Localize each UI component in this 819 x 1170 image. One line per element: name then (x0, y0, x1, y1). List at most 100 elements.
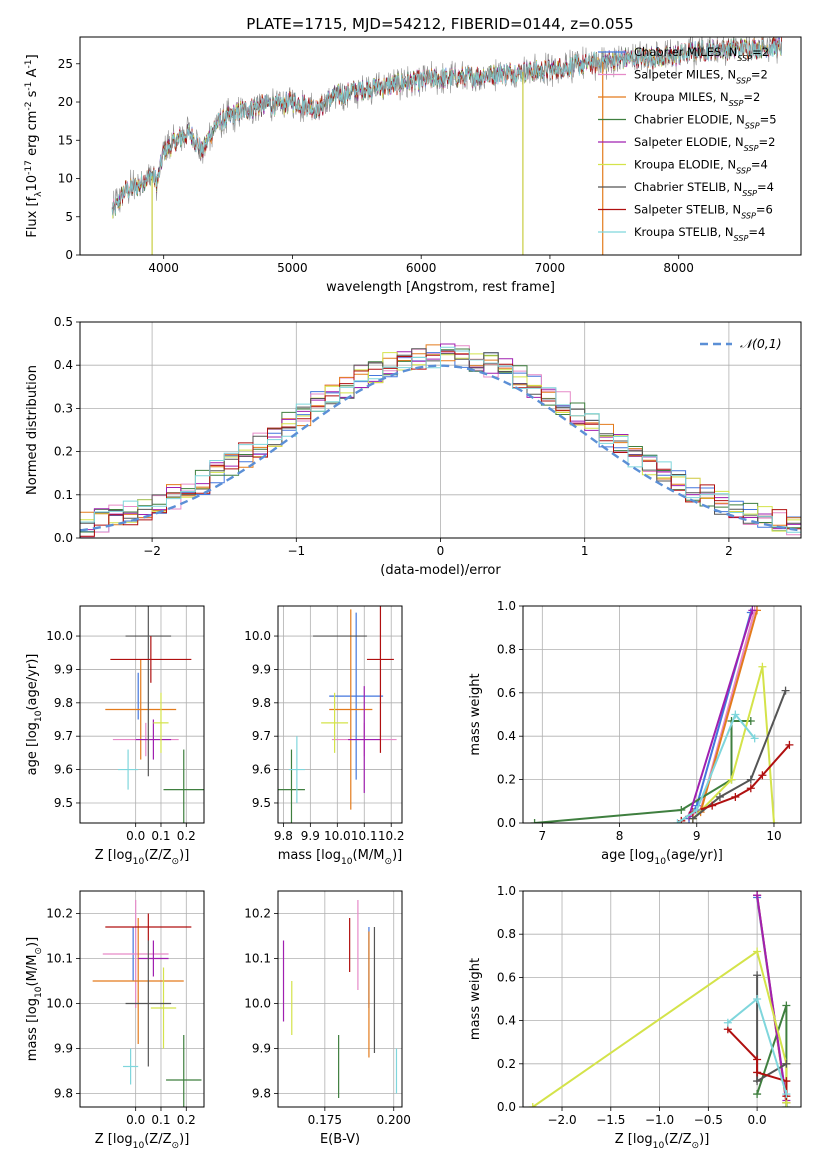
y-tick-label: 5 (65, 210, 73, 224)
label-fragment: mass weight (468, 673, 483, 755)
legend-label: Chabrier ELODIE (634, 113, 729, 127)
y-tick-label: 20 (58, 95, 73, 109)
label-fragment: age [log (25, 722, 40, 775)
label-fragment: 10 (654, 857, 666, 867)
label-fragment: Z [log (95, 1132, 133, 1147)
mass-weight-marker (715, 792, 724, 801)
legend-n-value: =2 (752, 45, 769, 59)
legend-n-value: =2 (743, 90, 760, 104)
label-fragment: (data-model)/error (380, 563, 501, 578)
y-axis-label: mass weight (468, 673, 483, 755)
y-tick-label: 9.9 (54, 1042, 73, 1056)
label-fragment: 10 (34, 986, 44, 998)
y-tick-label: 1.0 (497, 884, 516, 898)
x-tick-label: −2 (143, 544, 161, 558)
mass-weight-marker (753, 971, 762, 980)
label-fragment: 10 (341, 857, 353, 867)
mass-weight-marker (708, 801, 717, 810)
panel-age-vs-Z: 0.0 0.1 0.29.59.69.79.89.910.0Z [log10(Z/Z… (25, 605, 205, 867)
y-tick-label: 0.3 (54, 401, 73, 415)
mass-weight-marker (748, 606, 757, 615)
x-axis-label: Z [log10(Z/Z⊙)] (615, 1132, 710, 1151)
y-tick-label: 25 (58, 57, 73, 71)
x-tick-label: 8 (616, 829, 624, 843)
plot-area-residuals (80, 343, 801, 538)
plot-area-age-vs-mass (278, 606, 397, 823)
y-tick-label: 9.7 (54, 729, 73, 743)
x-tick-label: 10.1 (351, 829, 378, 843)
legend-n-value: =2 (751, 68, 768, 82)
plot-area-age-vs-Z (105, 606, 204, 823)
panels: 4000 5000 6000 7000 80000510152025wavelength… (24, 36, 802, 1151)
x-tick-label: 0.0 (126, 1113, 145, 1127)
y-tick-label: 0.6 (497, 970, 516, 984)
label-fragment: 10 (34, 710, 44, 722)
y-tick-label: 10.2 (46, 907, 73, 921)
label-fragment: -1 (24, 59, 34, 68)
label-fragment: age [log (601, 848, 654, 863)
y-tick-label: 0.6 (497, 686, 516, 700)
mass-weight-marker (673, 819, 682, 823)
x-axis-label: (data-model)/error (380, 563, 501, 578)
label-fragment: (Z/Z (144, 1132, 171, 1147)
label-fragment: 10 (133, 1141, 145, 1151)
label-fragment: A (25, 68, 40, 81)
y-tick-label: 0 (65, 248, 73, 262)
mass-weight-marker (692, 805, 701, 814)
mass-weight-marker (785, 740, 794, 749)
mass-weight-marker (781, 686, 790, 695)
label-fragment: ⊙ (692, 1141, 700, 1151)
y-tick-label: 1.0 (497, 599, 516, 613)
x-tick-label: 0.1 (151, 1113, 170, 1127)
legend-n: , N (728, 135, 744, 149)
x-tick-label: 9.9 (301, 829, 320, 843)
label-fragment: ⊙ (172, 1141, 180, 1151)
x-axis-label: E(B-V) (320, 1132, 360, 1147)
y-tick-label: 0.0 (497, 1100, 516, 1114)
axes-frame (79, 36, 802, 256)
legend-n-sub: SSP (737, 54, 752, 63)
axes-frame (522, 605, 802, 824)
normal-reference-curve (80, 364, 801, 532)
legend-label: Chabrier MILES (634, 45, 721, 59)
legend-n-sub: SSP (736, 166, 751, 175)
x-tick-label: −0.5 (694, 1113, 723, 1127)
mass-weight-marker (753, 1077, 762, 1086)
y-tick-label: 0.5 (54, 315, 73, 329)
y-tick-label: 0.0 (54, 531, 73, 545)
x-tick-label: 0 (437, 544, 445, 558)
legend-entry: Chabrier ELODIE, NSSP=5 (634, 113, 777, 131)
x-tick-label: −1.5 (596, 1113, 625, 1127)
y-tick-label: 9.8 (54, 1087, 73, 1101)
legend-n: , N (713, 90, 729, 104)
x-tick-label: 0.1 (151, 829, 170, 843)
x-axis-label: Z [log10(Z/Z⊙)] (95, 848, 190, 867)
legend-n: , N (726, 180, 742, 194)
x-tick-label: 9 (693, 829, 701, 843)
legend-n: , N (720, 158, 736, 172)
label-fragment: (M/M (25, 955, 40, 987)
legend-n: , N (725, 203, 741, 217)
axes-frame (79, 321, 802, 539)
y-axis-label: Normed distribution (25, 365, 40, 495)
x-tick-label: 10 (766, 829, 781, 843)
legend-n: , N (721, 45, 737, 59)
y-tick-label: 0.8 (497, 642, 516, 656)
x-tick-label: −1 (287, 544, 305, 558)
mass-weight-marker (753, 1090, 762, 1099)
label-fragment: (M/M (353, 848, 385, 863)
mass-weight-marker (530, 819, 539, 823)
label-fragment: erg cm (25, 111, 40, 160)
mass-weight-marker (758, 771, 767, 780)
mass-weight-marker (753, 891, 762, 900)
plot-area-spectrum (111, 37, 783, 255)
legend-n-sub: SSP (745, 121, 760, 130)
legend-n-value: =4 (748, 225, 765, 239)
legend-entry: Salpeter ELODIE, NSSP=2 (634, 135, 775, 153)
legend-label: Kroupa STELIB (634, 225, 718, 239)
x-tick-label: 8000 (663, 261, 694, 275)
x-tick-label: 10.2 (378, 829, 405, 843)
legend-entry: Kroupa ELODIE, NSSP=4 (634, 158, 768, 176)
mass-weight-marker (727, 775, 736, 784)
figure-title: PLATE=1715, MJD=54212, FIBERID=0144, z=0… (246, 15, 633, 33)
